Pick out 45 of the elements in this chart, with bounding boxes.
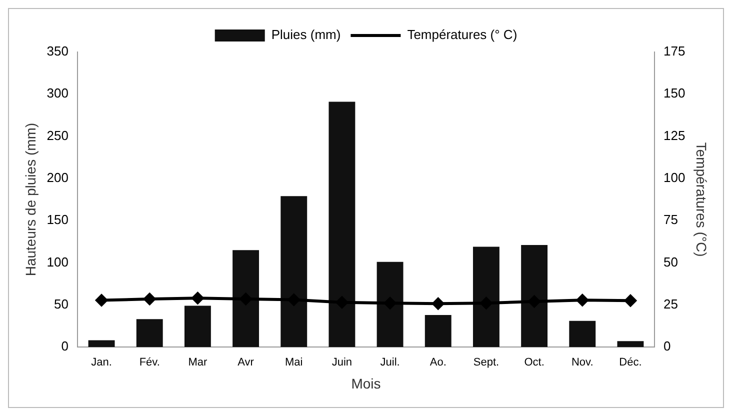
- bar: [88, 340, 115, 347]
- legend-label: Températures (° C): [407, 27, 518, 42]
- y-tick-label: 200: [46, 170, 68, 186]
- y2-axis-title: Températures (°C): [694, 142, 710, 257]
- y-axis-title: Hauteurs de pluies (mm): [22, 122, 38, 276]
- y-tick-label: 50: [54, 296, 68, 312]
- bar: [328, 102, 356, 347]
- y-tick-label: 300: [46, 86, 68, 101]
- bar: [280, 196, 308, 347]
- y-tick-label: 0: [61, 338, 68, 354]
- bar: [569, 320, 596, 347]
- x-tick-label: Ao.: [430, 356, 446, 369]
- x-tick-label: Déc.: [619, 356, 642, 369]
- bar: [232, 250, 260, 347]
- y-tick-label: 350: [46, 44, 68, 59]
- bar: [472, 246, 500, 347]
- y2-tick-label: 0: [664, 338, 671, 354]
- legend-label: Pluies (mm): [271, 27, 341, 42]
- x-tick-label: Juin: [332, 356, 352, 369]
- x-tick-label: Nov.: [571, 356, 594, 369]
- y-tick-label: 250: [46, 128, 68, 143]
- bar: [617, 341, 644, 347]
- bar: [136, 319, 163, 347]
- x-tick-label: Juil.: [380, 356, 400, 369]
- x-tick-label: Oct.: [524, 356, 544, 369]
- y2-tick-label: 75: [664, 212, 678, 228]
- y2-tick-label: 150: [664, 86, 686, 101]
- y2-tick-label: 125: [664, 128, 686, 143]
- bar: [376, 262, 404, 347]
- bar: [184, 306, 211, 347]
- y2-tick-label: 50: [664, 254, 678, 270]
- x-tick-label: Mar: [188, 356, 208, 369]
- y-tick-label: 100: [46, 254, 68, 270]
- y2-tick-label: 25: [664, 296, 678, 312]
- y2-tick-label: 100: [664, 170, 686, 186]
- x-axis-title: Mois: [351, 375, 381, 392]
- x-tick-label: Avr: [238, 356, 254, 369]
- x-tick-label: Jan.: [91, 356, 112, 369]
- x-tick-label: Fév.: [139, 356, 160, 369]
- y-tick-label: 150: [46, 212, 68, 228]
- bar: [424, 314, 452, 347]
- x-tick-label: Sept.: [473, 356, 500, 369]
- bar: [521, 245, 548, 347]
- x-tick-label: Mai: [285, 356, 303, 369]
- y2-tick-label: 175: [664, 44, 686, 59]
